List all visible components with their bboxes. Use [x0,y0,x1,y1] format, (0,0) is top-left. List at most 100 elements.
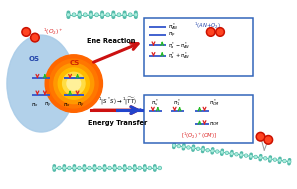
Text: $^1(O_2)^+$: $^1(O_2)^+$ [43,27,63,37]
Circle shape [99,167,100,169]
Circle shape [200,47,202,50]
Circle shape [200,45,202,47]
Circle shape [123,167,126,170]
Circle shape [88,167,91,170]
Circle shape [104,167,105,169]
Circle shape [199,44,203,48]
Circle shape [216,150,219,153]
Circle shape [250,153,252,155]
Circle shape [211,152,213,154]
Text: $\pi^*_a - \pi^*_{AN}$: $\pi^*_a - \pi^*_{AN}$ [168,40,190,51]
Circle shape [283,160,286,162]
Circle shape [265,158,266,159]
Circle shape [212,148,214,150]
Circle shape [128,167,131,170]
Circle shape [178,145,180,147]
Circle shape [129,13,132,16]
Text: CS: CS [69,60,80,66]
Circle shape [129,167,130,169]
Circle shape [67,11,70,14]
Circle shape [89,13,93,16]
Circle shape [236,153,237,155]
Circle shape [192,147,195,149]
Circle shape [118,167,121,170]
Circle shape [269,158,271,160]
Circle shape [53,167,56,170]
Circle shape [124,165,126,167]
Circle shape [68,167,71,170]
Text: $\pi^*_s$: $\pi^*_s$ [151,97,159,108]
Circle shape [67,14,69,16]
Text: Ene Reaction: Ene Reaction [87,38,135,44]
Circle shape [231,153,233,154]
Circle shape [154,167,156,169]
Circle shape [278,161,280,163]
Circle shape [113,165,116,167]
Circle shape [254,156,257,158]
Circle shape [207,149,208,151]
Circle shape [90,16,92,18]
Circle shape [135,11,137,14]
Text: $^1|S^*S\rangle{\rightarrow}^1|\widetilde{TT}\rangle$: $^1|S^*S\rangle{\rightarrow}^1|\widetild… [98,96,137,107]
Circle shape [221,151,223,154]
Circle shape [63,165,65,167]
Circle shape [212,45,214,47]
Circle shape [183,144,185,146]
Circle shape [114,167,116,169]
Circle shape [53,165,56,167]
Circle shape [218,45,219,47]
Circle shape [101,16,103,18]
Text: $\pi^*_a + \pi^*_{AN}$: $\pi^*_a + \pi^*_{AN}$ [168,51,190,61]
Circle shape [173,144,176,147]
Circle shape [201,148,204,151]
Circle shape [269,160,271,162]
Circle shape [95,13,98,16]
Circle shape [159,167,161,169]
Ellipse shape [7,35,75,132]
Circle shape [83,169,86,171]
Circle shape [98,167,101,170]
Circle shape [79,14,80,16]
Circle shape [84,167,85,169]
Circle shape [144,167,146,169]
Circle shape [264,157,267,160]
Circle shape [109,167,110,169]
Circle shape [72,13,76,16]
Circle shape [139,167,140,169]
Circle shape [58,68,89,99]
Circle shape [187,44,191,48]
Circle shape [144,165,146,167]
Circle shape [124,167,125,169]
Circle shape [230,154,233,157]
Circle shape [223,42,226,45]
Circle shape [240,156,242,158]
Circle shape [84,13,87,16]
Circle shape [154,165,156,167]
Circle shape [118,14,120,16]
Circle shape [94,169,96,171]
Circle shape [158,167,161,170]
Circle shape [260,157,261,158]
Circle shape [188,147,189,148]
Circle shape [192,147,194,149]
Circle shape [192,149,194,151]
Circle shape [241,44,244,48]
Circle shape [138,167,141,170]
Circle shape [78,167,81,170]
Circle shape [235,44,238,48]
Circle shape [245,154,247,157]
Circle shape [194,45,196,47]
Circle shape [235,47,238,50]
Circle shape [63,72,85,95]
Text: $\pi^*_1$: $\pi^*_1$ [173,97,181,108]
Circle shape [63,169,65,171]
Circle shape [202,150,204,153]
Circle shape [94,165,96,167]
Circle shape [134,169,136,171]
Circle shape [288,163,290,165]
Circle shape [240,153,243,156]
Circle shape [223,47,226,50]
Circle shape [101,14,103,16]
Circle shape [231,150,233,153]
Circle shape [188,47,190,50]
